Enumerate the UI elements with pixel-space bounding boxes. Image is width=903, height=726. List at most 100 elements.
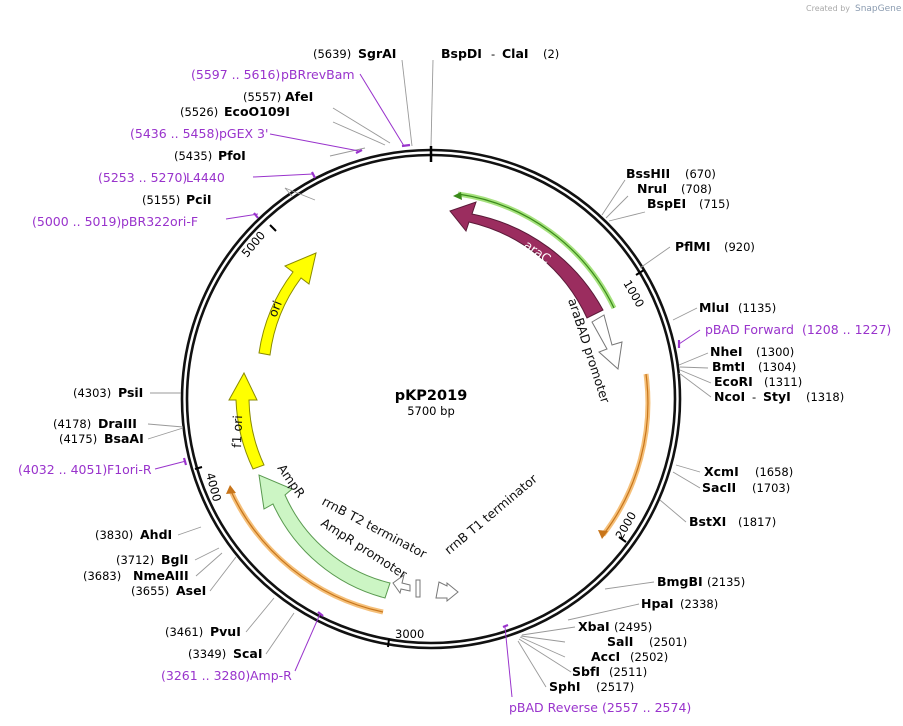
enzyme-name-ncoi[interactable]: NcoI (714, 389, 745, 404)
enzyme-name-pflmi[interactable]: PflMI (675, 239, 711, 254)
enzyme-name-pvui[interactable]: PvuI (210, 624, 241, 639)
enzyme-name-psii[interactable]: PsiI (118, 385, 143, 400)
enzyme-pos-asei: (3655) (131, 584, 169, 598)
rrnb-t2-terminator-feature[interactable] (415, 579, 421, 598)
enzyme-pos-xbai: (2495) (614, 620, 652, 634)
enzyme-pos-pflmi: (920) (724, 240, 755, 254)
primer-name-pbad-forward[interactable]: pBAD Forward (705, 322, 794, 337)
enzyme-pos-sphi: (2517) (596, 680, 634, 694)
rrnb-t1-terminator-feature[interactable] (435, 581, 459, 603)
arabad-promoter-feature[interactable] (591, 314, 623, 370)
enzyme-name-hpai[interactable]: HpaI (641, 596, 674, 611)
enzyme-name-sali[interactable]: SalI (607, 634, 633, 649)
enzyme-pos-nhei: (1300) (756, 345, 794, 359)
tick-mark-1000 (635, 269, 645, 276)
ampr-feature[interactable] (258, 474, 391, 599)
enzyme-name-sacii[interactable]: SacII (702, 480, 736, 495)
enzyme-name-ecoo109i[interactable]: EcoO109I (224, 104, 290, 119)
enzyme-pos-bspei: (715) (699, 197, 730, 211)
enzyme-name-nmeaiii[interactable]: NmeAIII (133, 568, 189, 583)
primer-marks (182, 143, 681, 629)
primer-name-f1ori-r[interactable]: F1ori-R (107, 462, 152, 477)
enzyme-pos-afei: (5557) (243, 90, 281, 104)
enzyme-name-afei[interactable]: AfeI (285, 89, 313, 104)
enzyme-name-bmgbi[interactable]: BmgBI (657, 574, 703, 589)
enzyme-name-bsaai[interactable]: BsaAI (104, 431, 144, 446)
enzyme-name-bspei[interactable]: BspEI (647, 196, 686, 211)
highlight-ampr-line (229, 488, 384, 613)
enzyme-name-draiii[interactable]: DraIII (98, 416, 137, 431)
primer-range-pbr322ori-f: (5000 .. 5019) (32, 214, 121, 229)
enzyme-name-bmti[interactable]: BmtI (712, 359, 745, 374)
enzyme-pos-ecoo109i: (5526) (180, 105, 218, 119)
enzyme-name-bsshii[interactable]: BssHII (626, 166, 670, 181)
enzyme-name-sbfi[interactable]: SbfI (572, 664, 600, 679)
primer-range-pbad-reverse: (2557 .. 2574) (602, 700, 691, 715)
enzyme-name-xbai[interactable]: XbaI (578, 619, 610, 634)
leader-lines (147, 59, 712, 688)
enzyme-pos-bsaai: (4175) (59, 432, 97, 446)
enzyme-name-styi[interactable]: StyI (763, 389, 791, 404)
enzyme-name-nrui[interactable]: NruI (637, 181, 667, 196)
enzyme-name-pcii[interactable]: PciI (186, 192, 212, 207)
enzyme-name-mlui[interactable]: MluI (699, 300, 729, 315)
enzyme-pos-sgrai: (5639) (313, 47, 351, 61)
primer-name-amp-r[interactable]: Amp-R (250, 668, 292, 683)
primer-range-pbad-forward: (1208 .. 1227) (802, 322, 891, 337)
enzyme-pos-nmeaiii: (3683) (83, 569, 121, 583)
enzyme-name-sphi[interactable]: SphI (549, 679, 581, 694)
enzyme-name-xcmi[interactable]: XcmI (704, 464, 739, 479)
enzyme-name-acci[interactable]: AccI (591, 649, 620, 664)
enzyme-pos-sbfi: (2511) (609, 665, 647, 679)
enzyme-name-bspdi[interactable]: BspDI (441, 46, 482, 61)
enzyme-pos-sali: (2501) (649, 635, 687, 649)
highlight-arac-arrowhead (453, 192, 462, 200)
enzyme-pos-xcmi: (1658) (755, 465, 793, 479)
enzyme-pos-pcii: (5155) (142, 193, 180, 207)
enzyme-pos-bsshii: (670) (685, 167, 716, 181)
enzyme-pos-bstxi: (1817) (738, 515, 776, 529)
enzyme-name-clai[interactable]: ClaI (502, 46, 529, 61)
tick-label-5000: 5000 (239, 228, 269, 259)
enzyme-name-bstxi[interactable]: BstXI (689, 514, 726, 529)
f1-ori-feature[interactable] (228, 371, 265, 470)
primer-name-pbad-reverse[interactable]: pBAD Reverse (509, 700, 598, 715)
enzyme-pos-nrui: (708) (681, 182, 712, 196)
enzyme-name-pfoi[interactable]: PfoI (218, 148, 246, 163)
enzyme-pos-ecori: (1311) (764, 375, 802, 389)
highlight-pbad-line (602, 373, 649, 536)
highlight-arac-line (457, 193, 615, 309)
primer-name-pbr322ori-f[interactable]: pBR322ori-F (121, 214, 198, 229)
tick-label-1000: 1000 (620, 278, 647, 310)
ampr-promoter-feature[interactable] (392, 573, 411, 595)
primer-range-pgex3: (5436 .. 5458) (130, 126, 219, 141)
enzyme-name-scai[interactable]: ScaI (233, 646, 263, 661)
enzyme-pos-scai: (3349) (188, 647, 226, 661)
primer-range-l4440: (5253 .. 5270) (98, 170, 187, 185)
enzyme-pos-styi: (1318) (806, 390, 844, 404)
arac-feature[interactable] (449, 201, 604, 319)
primer-name-pgex3[interactable]: pGEX 3' (219, 126, 268, 141)
tick-mark-2000 (618, 536, 627, 543)
enzyme-name-ahdi[interactable]: AhdI (140, 527, 172, 542)
tick-label-3000: 3000 (395, 627, 424, 641)
primer-leader-lines (154, 73, 701, 698)
enzyme-pos-clai: (2) (543, 47, 559, 61)
enzyme-name-ecori[interactable]: EcoRI (714, 374, 753, 389)
primer-name-l4440[interactable]: L4440 (186, 170, 225, 185)
ori-label: ori (265, 298, 285, 319)
enzyme-name-nhei[interactable]: NheI (710, 344, 743, 359)
tick-mark-4000 (194, 466, 203, 470)
primer-name-pbrrevbam[interactable]: pBRrevBam (281, 67, 355, 82)
enzyme-name-asei[interactable]: AseI (176, 583, 206, 598)
tick-mark-3000 (387, 638, 390, 648)
ori-feature[interactable] (258, 252, 317, 356)
enzyme-name-bgli[interactable]: BglI (161, 552, 188, 567)
enzyme-pos-pvui: (3461) (165, 625, 203, 639)
enzyme-pos-bmgbi: (2135) (707, 575, 745, 589)
plasmid-name: pKP2019 (395, 388, 468, 404)
enzyme-pos-bmti: (1304) (758, 360, 796, 374)
enzyme-pair-sep-styi: - (752, 390, 756, 404)
enzyme-name-sgrai[interactable]: SgrAI (358, 46, 396, 61)
